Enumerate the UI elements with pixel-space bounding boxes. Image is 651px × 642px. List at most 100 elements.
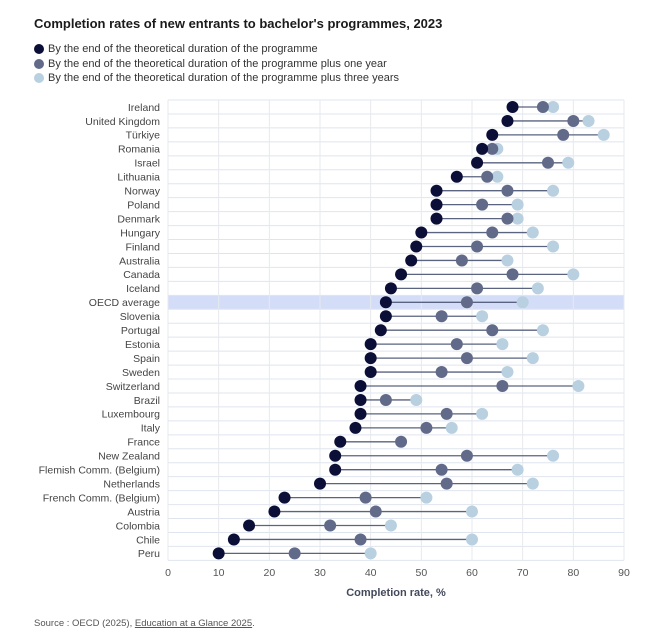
point-colombia-series-1[interactable] xyxy=(243,519,256,532)
point-netherlands-series-1[interactable] xyxy=(314,477,326,490)
point-austria-series-2[interactable] xyxy=(369,505,382,518)
legend-item-series-3[interactable]: By the end of the theoretical duration o… xyxy=(34,71,399,86)
point-oecd-average-series-2[interactable] xyxy=(460,296,473,309)
point-united-kingdom-series-3[interactable] xyxy=(582,114,595,127)
point-denmark-series-3[interactable] xyxy=(511,212,524,225)
point-denmark-series-2[interactable] xyxy=(501,212,514,225)
point-poland-series-2[interactable] xyxy=(476,198,489,211)
point-luxembourg-series-1[interactable] xyxy=(354,407,367,420)
point-sweden-series-1[interactable] xyxy=(364,366,377,379)
point-canada-series-2[interactable] xyxy=(506,268,519,281)
point-italy-series-1[interactable] xyxy=(349,421,362,434)
point-iceland-series-1[interactable] xyxy=(384,282,397,295)
point-portugal-series-3[interactable] xyxy=(536,324,549,337)
point-portugal-series-1[interactable] xyxy=(374,324,387,337)
point-hungary-series-3[interactable] xyxy=(526,226,539,239)
point-lithuania-series-2[interactable] xyxy=(481,170,494,183)
point-sweden-series-2[interactable] xyxy=(435,366,448,379)
point-poland-series-1[interactable] xyxy=(430,198,443,211)
point-chile-series-2[interactable] xyxy=(354,533,367,546)
point-ireland-series-3[interactable] xyxy=(547,101,560,113)
point-netherlands-series-2[interactable] xyxy=(440,477,453,490)
point-estonia-series-3[interactable] xyxy=(496,338,509,351)
point-israel-series-1[interactable] xyxy=(471,156,484,169)
point-france-series-1[interactable] xyxy=(334,435,347,448)
legend-item-series-1[interactable]: By the end of the theoretical duration o… xyxy=(34,42,399,57)
point-denmark-series-1[interactable] xyxy=(430,212,443,225)
point-slovenia-series-2[interactable] xyxy=(435,310,448,323)
point-finland-series-3[interactable] xyxy=(547,240,560,253)
point-french-comm-belgium-series-1[interactable] xyxy=(278,491,291,504)
point-french-comm-belgium-series-2[interactable] xyxy=(359,491,372,504)
point-slovenia-series-1[interactable] xyxy=(379,310,392,323)
point-spain-series-3[interactable] xyxy=(526,352,539,365)
point-romania-series-2[interactable] xyxy=(486,142,499,155)
point-switzerland-series-2[interactable] xyxy=(496,380,509,392)
point-new-zealand-series-2[interactable] xyxy=(460,449,473,462)
point-peru-series-3[interactable] xyxy=(364,547,377,560)
point-colombia-series-3[interactable] xyxy=(384,519,397,532)
point-peru-series-2[interactable] xyxy=(288,547,301,560)
point-new-zealand-series-1[interactable] xyxy=(329,449,342,462)
point-spain-series-2[interactable] xyxy=(460,352,473,365)
point-austria-series-3[interactable] xyxy=(466,505,478,518)
point-flemish-comm-belgium-series-3[interactable] xyxy=(511,463,524,476)
point-france-series-2[interactable] xyxy=(395,435,408,448)
point-t-rkiye-series-1[interactable] xyxy=(486,128,499,141)
point-romania-series-1[interactable] xyxy=(476,142,489,155)
point-portugal-series-2[interactable] xyxy=(486,324,499,337)
point-luxembourg-series-2[interactable] xyxy=(440,407,453,420)
point-colombia-series-2[interactable] xyxy=(324,519,337,532)
point-austria-series-1[interactable] xyxy=(268,505,281,518)
point-hungary-series-1[interactable] xyxy=(415,226,428,239)
point-french-comm-belgium-series-3[interactable] xyxy=(420,491,433,504)
point-brazil-series-2[interactable] xyxy=(379,393,392,406)
point-switzerland-series-3[interactable] xyxy=(572,380,585,392)
point-flemish-comm-belgium-series-1[interactable] xyxy=(329,463,342,476)
point-australia-series-2[interactable] xyxy=(455,254,468,267)
point-israel-series-3[interactable] xyxy=(562,156,575,169)
point-australia-series-1[interactable] xyxy=(405,254,418,267)
point-oecd-average-series-1[interactable] xyxy=(379,296,392,309)
point-canada-series-3[interactable] xyxy=(567,268,580,281)
point-switzerland-series-1[interactable] xyxy=(354,380,367,392)
point-iceland-series-3[interactable] xyxy=(531,282,544,295)
point-poland-series-3[interactable] xyxy=(511,198,524,211)
point-peru-series-1[interactable] xyxy=(212,547,225,560)
point-estonia-series-2[interactable] xyxy=(450,338,463,351)
point-t-rkiye-series-3[interactable] xyxy=(597,128,610,141)
point-spain-series-1[interactable] xyxy=(364,352,377,365)
point-lithuania-series-3[interactable] xyxy=(491,170,504,183)
legend-item-series-2[interactable]: By the end of the theoretical duration o… xyxy=(34,57,399,72)
point-united-kingdom-series-2[interactable] xyxy=(567,114,580,127)
source-link[interactable]: Education at a Glance 2025 xyxy=(134,618,253,629)
point-iceland-series-2[interactable] xyxy=(471,282,484,295)
point-finland-series-1[interactable] xyxy=(410,240,423,253)
point-chile-series-1[interactable] xyxy=(227,533,240,546)
point-sweden-series-3[interactable] xyxy=(501,366,514,379)
point-flemish-comm-belgium-series-2[interactable] xyxy=(435,463,448,476)
point-ireland-series-2[interactable] xyxy=(536,101,549,113)
point-netherlands-series-3[interactable] xyxy=(526,477,539,490)
point-oecd-average-series-3[interactable] xyxy=(516,296,529,309)
point-slovenia-series-3[interactable] xyxy=(476,310,489,323)
point-italy-series-3[interactable] xyxy=(445,421,458,434)
point-norway-series-2[interactable] xyxy=(501,184,514,197)
point-italy-series-2[interactable] xyxy=(420,421,433,434)
point-finland-series-2[interactable] xyxy=(471,240,484,253)
point-lithuania-series-1[interactable] xyxy=(450,170,463,183)
point-chile-series-3[interactable] xyxy=(466,533,478,546)
point-norway-series-3[interactable] xyxy=(547,184,560,197)
point-hungary-series-2[interactable] xyxy=(486,226,499,239)
point-norway-series-1[interactable] xyxy=(430,184,443,197)
point-luxembourg-series-3[interactable] xyxy=(476,407,489,420)
point-brazil-series-3[interactable] xyxy=(410,393,423,406)
point-brazil-series-1[interactable] xyxy=(354,393,367,406)
point-israel-series-2[interactable] xyxy=(542,156,554,169)
point-t-rkiye-series-2[interactable] xyxy=(557,128,570,141)
point-ireland-series-1[interactable] xyxy=(506,101,519,113)
point-united-kingdom-series-1[interactable] xyxy=(501,114,514,127)
point-canada-series-1[interactable] xyxy=(395,268,408,281)
point-australia-series-3[interactable] xyxy=(501,254,514,267)
point-estonia-series-1[interactable] xyxy=(364,338,377,351)
